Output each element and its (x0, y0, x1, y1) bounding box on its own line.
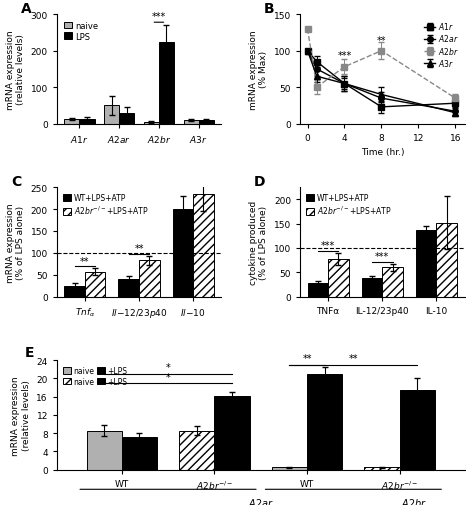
Bar (173, 210, 193, 297)
Bar (119, 114, 134, 124)
Y-axis label: mRNA expression
(relative levels): mRNA expression (relative levels) (6, 30, 25, 110)
Bar (118, 280, 139, 297)
Legend: WT+LPS+ATP, $A2br^{-/-}$+LPS+ATP: WT+LPS+ATP, $A2br^{-/-}$+LPS+ATP (61, 191, 151, 219)
Y-axis label: cytokine produced
(% of LPS alone): cytokine produced (% of LPS alone) (249, 200, 268, 284)
Text: ***: *** (337, 51, 352, 61)
Text: **: ** (377, 36, 386, 46)
Text: D: D (254, 175, 265, 188)
Text: **: ** (134, 244, 144, 254)
Bar (307, 374, 342, 470)
Text: **: ** (302, 354, 312, 364)
Text: $\it{A2ar}$: $\it{A2ar}$ (248, 496, 273, 505)
Bar (437, 223, 457, 297)
Y-axis label: mRNA expression
(% Max): mRNA expression (% Max) (249, 30, 268, 110)
Legend: naive, LPS: naive, LPS (61, 19, 101, 44)
Text: **: ** (80, 256, 90, 266)
Bar (80, 119, 94, 124)
Bar (64, 120, 80, 124)
Text: ***: *** (375, 251, 390, 262)
Text: C: C (11, 175, 21, 188)
Text: ***: *** (152, 12, 166, 22)
Bar (85, 272, 106, 297)
Text: E: E (24, 345, 34, 359)
Text: ***: *** (321, 241, 335, 251)
Text: $\it{A2br}$: $\it{A2br}$ (401, 496, 427, 505)
Y-axis label: mRNA expression
(relative levels): mRNA expression (relative levels) (11, 375, 31, 455)
Legend: naive, naive, +LPS, +LPS: naive, naive, +LPS, +LPS (61, 364, 130, 388)
Text: B: B (264, 2, 274, 16)
Text: A: A (21, 2, 31, 16)
Legend: WT+LPS+ATP, $A2br^{-/-}$+LPS+ATP: WT+LPS+ATP, $A2br^{-/-}$+LPS+ATP (304, 191, 394, 219)
Text: **: ** (348, 354, 358, 364)
Bar (179, 431, 214, 470)
Bar (416, 230, 437, 297)
Y-axis label: mRNA expression
(% of LPS alone): mRNA expression (% of LPS alone) (6, 203, 25, 282)
Bar (183, 121, 199, 124)
Bar (104, 106, 119, 124)
Text: *: * (166, 372, 171, 382)
X-axis label: Time (hr.): Time (hr.) (361, 148, 404, 157)
Bar (365, 467, 400, 470)
Bar (87, 431, 122, 470)
Bar (139, 261, 160, 297)
Bar (400, 390, 435, 470)
Text: *: * (166, 363, 171, 373)
Bar (272, 467, 307, 470)
Bar (144, 123, 159, 124)
Bar (362, 279, 383, 297)
Bar (328, 259, 349, 297)
Bar (64, 286, 85, 297)
Bar (122, 437, 157, 470)
Bar (199, 121, 214, 124)
Legend: $\it{A1r}$, $\it{A2ar}$, $\it{A2br}$, $\it{A3r}$: $\it{A1r}$, $\it{A2ar}$, $\it{A2br}$, $\… (421, 19, 461, 71)
Bar (193, 194, 214, 297)
Bar (308, 283, 328, 297)
Bar (383, 268, 403, 297)
Bar (159, 42, 174, 124)
Bar (214, 396, 250, 470)
